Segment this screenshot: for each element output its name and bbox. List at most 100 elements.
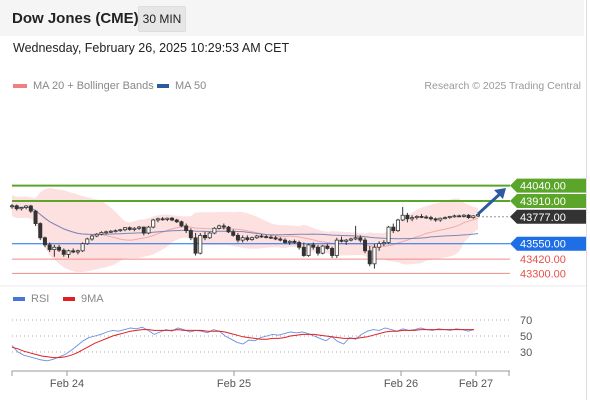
candle-body xyxy=(212,227,217,234)
candle-body xyxy=(118,229,123,232)
candle-body xyxy=(38,223,43,239)
candle-body xyxy=(235,234,240,241)
ma20-label: MA 20 + Bollinger Bands xyxy=(33,80,154,92)
candle-body xyxy=(174,219,179,223)
candle-body xyxy=(410,217,415,220)
rsi-line xyxy=(11,326,475,362)
target-arrow-shaft xyxy=(476,190,504,216)
ma20-swatch xyxy=(13,84,27,89)
level-label-43420: 43420.00 xyxy=(520,254,566,266)
candle-body xyxy=(405,214,410,220)
candle-body xyxy=(47,244,52,251)
x-tick-label: Feb 25 xyxy=(217,378,251,390)
header-bar: Dow Jones (CME) 30 MIN xyxy=(0,0,584,36)
candle-body xyxy=(188,230,193,239)
candle-body xyxy=(240,237,245,241)
candle-body xyxy=(348,238,353,241)
candle-body xyxy=(14,205,19,210)
candle-body xyxy=(19,207,24,210)
candle-body xyxy=(217,225,222,229)
candle-body xyxy=(386,226,391,243)
candle-body xyxy=(61,249,66,255)
level-label-43777: 43777.00 xyxy=(520,212,566,224)
x-tick-label: Feb 24 xyxy=(50,378,84,390)
legend-ma20: MA 20 + Bollinger Bands xyxy=(13,80,154,92)
candle-body xyxy=(424,216,429,219)
level-tag-43910 xyxy=(510,194,586,209)
candle-body xyxy=(151,219,156,228)
candle-body xyxy=(132,227,137,230)
candle-body xyxy=(33,210,38,224)
candle-body xyxy=(122,227,127,231)
candle-body xyxy=(414,216,419,219)
level-label-43910: 43910.00 xyxy=(520,196,566,208)
candle-body xyxy=(75,250,80,253)
candle-body xyxy=(377,243,382,248)
9ma-label: 9MA xyxy=(81,293,104,305)
x-tick-label: Feb 27 xyxy=(459,378,493,390)
candle-body xyxy=(358,237,363,241)
candle-body xyxy=(57,246,62,251)
target-arrow-head xyxy=(494,188,506,199)
candle-body xyxy=(264,236,269,238)
candle-body xyxy=(160,218,165,221)
candle-body xyxy=(245,237,250,240)
candle-body xyxy=(395,219,400,232)
candle-body xyxy=(198,234,203,254)
rsi-tick-50: 50 xyxy=(520,331,532,343)
candle-body xyxy=(80,243,85,252)
legend-9ma: 9MA xyxy=(63,293,104,305)
candle-body xyxy=(367,250,372,265)
x-tick-label: Feb 26 xyxy=(384,378,418,390)
candle-body xyxy=(278,238,283,241)
candle-body xyxy=(42,237,47,246)
9ma-swatch xyxy=(63,297,75,302)
candle-body xyxy=(259,235,264,238)
candle-body xyxy=(372,246,377,265)
candle-body xyxy=(165,217,170,220)
candle-body xyxy=(330,248,335,256)
candle-body xyxy=(184,225,189,232)
candle-body xyxy=(292,240,297,243)
candle-body xyxy=(104,231,109,234)
candle-body xyxy=(428,217,433,220)
level-tag-43777 xyxy=(510,209,586,224)
candle-body xyxy=(447,216,452,219)
candle-body xyxy=(306,244,311,256)
candle-body xyxy=(381,242,386,245)
candle-body xyxy=(155,218,160,221)
candle-body xyxy=(273,237,278,240)
credit: Research © 2025 Trading Central xyxy=(424,80,581,92)
candle-body xyxy=(325,245,330,249)
level-label-44040: 44040.00 xyxy=(520,181,566,193)
candle-body xyxy=(433,218,438,221)
candle-body xyxy=(71,250,76,253)
candle-body xyxy=(254,235,259,239)
candle-body xyxy=(179,221,184,227)
candle-body xyxy=(137,226,142,229)
level-tag-43550 xyxy=(510,236,586,251)
candle-body xyxy=(221,225,226,228)
candle-body xyxy=(283,239,288,243)
rsi-tick-30: 30 xyxy=(520,347,532,359)
candle-body xyxy=(28,205,33,212)
candle-body xyxy=(311,244,316,248)
timestamp: Wednesday, February 26, 2025 10:29:53 AM… xyxy=(13,41,290,55)
candle-body xyxy=(226,226,231,233)
candle-body xyxy=(170,217,175,221)
legend-rsi: RSI xyxy=(13,293,49,305)
candle-body xyxy=(9,205,14,208)
candle-body xyxy=(287,240,292,243)
level-label-43300: 43300.00 xyxy=(520,268,566,280)
candle-body xyxy=(85,238,90,245)
candle-body xyxy=(90,235,95,240)
candle-body xyxy=(344,239,349,242)
candle-body xyxy=(315,246,320,254)
candle-body xyxy=(363,239,368,252)
timeframe-button[interactable]: 30 MIN xyxy=(138,6,186,32)
candle-body xyxy=(127,227,132,230)
instrument-title: Dow Jones (CME) xyxy=(12,10,139,27)
candle-body xyxy=(113,230,118,233)
candle-body xyxy=(94,233,99,237)
